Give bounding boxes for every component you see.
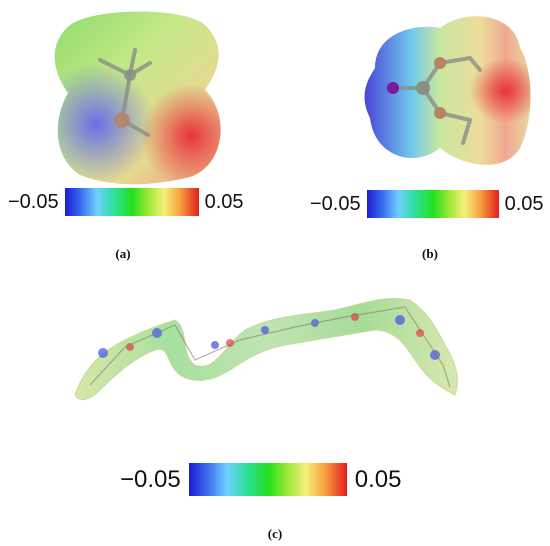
- colorbar-c: −0.05 0.05: [120, 463, 401, 496]
- colorbar-b-max-label: 0.05: [504, 192, 544, 215]
- panel-a: [40, 5, 240, 185]
- colorbar-a-max-label: 0.05: [204, 190, 244, 213]
- molecule-b-surface: [364, 16, 531, 165]
- colorbar-a: −0.05 0.05: [8, 188, 244, 216]
- colorbar-c-max-label: 0.05: [354, 465, 402, 493]
- colorbar-a-min-label: −0.05: [8, 190, 59, 213]
- panel-b: [355, 8, 535, 178]
- caption-c: (c): [267, 526, 283, 541]
- caption-a: (a): [115, 246, 131, 261]
- colorbar-b-gradient: [366, 190, 499, 218]
- polymer-chain-surface: [74, 297, 458, 401]
- colorbar-b: −0.05 0.05: [310, 190, 544, 218]
- colorbar-c-min-label: −0.05: [120, 465, 181, 493]
- colorbar-c-gradient: [188, 463, 347, 496]
- colorbar-a-gradient: [64, 188, 199, 216]
- panel-c: [65, 285, 485, 415]
- molecule-a-surface: [54, 11, 221, 185]
- colorbar-b-min-label: −0.05: [310, 192, 361, 215]
- caption-b: (b): [422, 246, 438, 261]
